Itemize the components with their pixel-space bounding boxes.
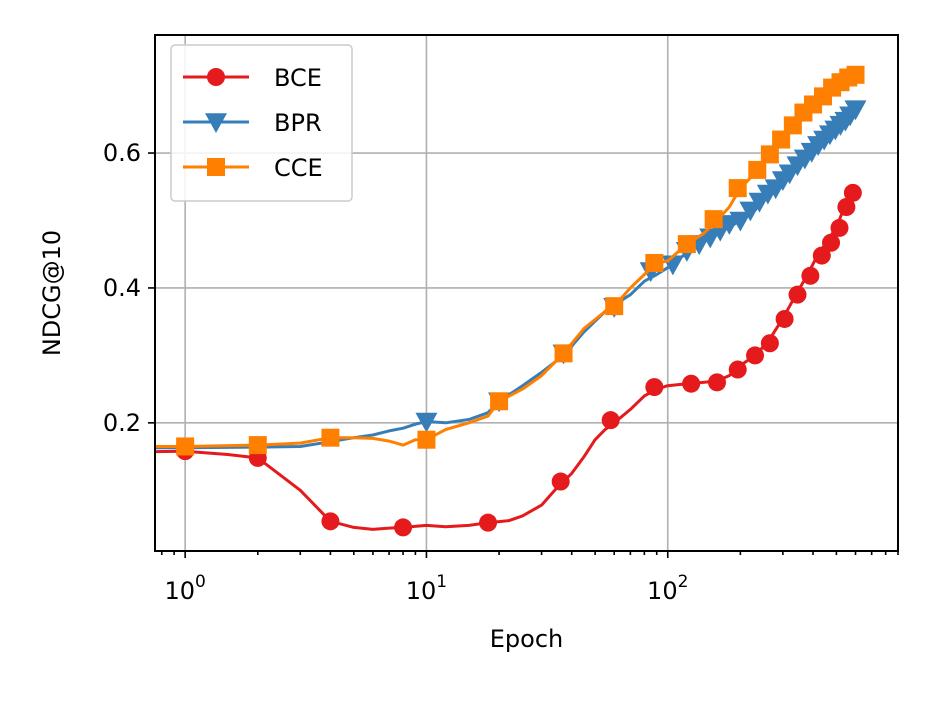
- bce-point: [837, 198, 856, 216]
- x-tick-label: 102: [647, 572, 688, 605]
- bce-point: [601, 411, 620, 430]
- plot-frame: [154, 34, 899, 552]
- cce-point: [248, 436, 267, 455]
- bce-line: [155, 192, 854, 531]
- y-tick-label: 0.4: [103, 274, 141, 302]
- y-tick-label: 0.2: [103, 409, 141, 437]
- cce-point: [554, 344, 573, 363]
- legend-marker-cce: [207, 158, 225, 176]
- legend: BCE BPR CCE: [170, 44, 353, 202]
- x-axis-label: Epoch: [490, 625, 564, 653]
- bce-point: [801, 266, 820, 285]
- cce-point: [605, 297, 624, 316]
- legend-item-cce: CCE: [183, 154, 323, 182]
- legend-label-bce: BCE: [274, 64, 322, 92]
- tick-labels: 100 101 102 0.2 0.4 0.6: [103, 139, 689, 605]
- bpr-point: [415, 412, 438, 433]
- cce-point: [760, 145, 779, 164]
- legend-marker-bpr: [205, 113, 227, 133]
- cce-point: [490, 392, 509, 411]
- bpr-point: [729, 211, 752, 232]
- bpr-point: [739, 201, 762, 222]
- bce-point: [775, 309, 794, 328]
- legend-item-bce: BCE: [183, 64, 322, 92]
- bce-point: [321, 512, 340, 531]
- y-axis-label: NDCG@10: [38, 230, 66, 356]
- cce-point: [321, 428, 340, 447]
- cce-point: [176, 437, 195, 456]
- bce-point: [843, 183, 862, 202]
- cce-point: [772, 130, 791, 149]
- series-cce: [155, 65, 865, 456]
- bpr-point: [844, 100, 867, 121]
- cce-point: [846, 65, 865, 84]
- bce-point: [760, 334, 779, 353]
- x-tick-label: 101: [406, 572, 447, 605]
- bce-point: [682, 374, 701, 393]
- bce-point: [394, 518, 413, 537]
- bce-point: [830, 218, 849, 237]
- bce-point: [645, 378, 664, 397]
- x-tick-label: 100: [164, 572, 205, 605]
- legend-label-cce: CCE: [274, 154, 323, 182]
- axes: [148, 34, 899, 558]
- bpr-point: [661, 255, 684, 276]
- bce-point: [746, 346, 765, 365]
- series-layer: [155, 65, 867, 537]
- cce-point: [704, 210, 723, 229]
- bce-point: [479, 513, 498, 532]
- legend-marker-bce: [207, 68, 225, 86]
- bce-point: [707, 373, 726, 392]
- legend-item-bpr: BPR: [183, 109, 322, 137]
- bce-point: [728, 360, 747, 379]
- cce-point: [748, 160, 767, 179]
- cce-point: [677, 235, 696, 254]
- bce-point: [788, 285, 807, 304]
- series-bce: [155, 183, 862, 537]
- bce-point: [551, 472, 570, 491]
- cce-point: [728, 179, 747, 198]
- bce-point: [822, 233, 841, 252]
- legend-label-bpr: BPR: [274, 109, 322, 137]
- y-tick-label: 0.6: [103, 139, 141, 167]
- bce-point: [812, 246, 831, 265]
- cce-point: [417, 430, 436, 449]
- cce-point: [645, 253, 664, 272]
